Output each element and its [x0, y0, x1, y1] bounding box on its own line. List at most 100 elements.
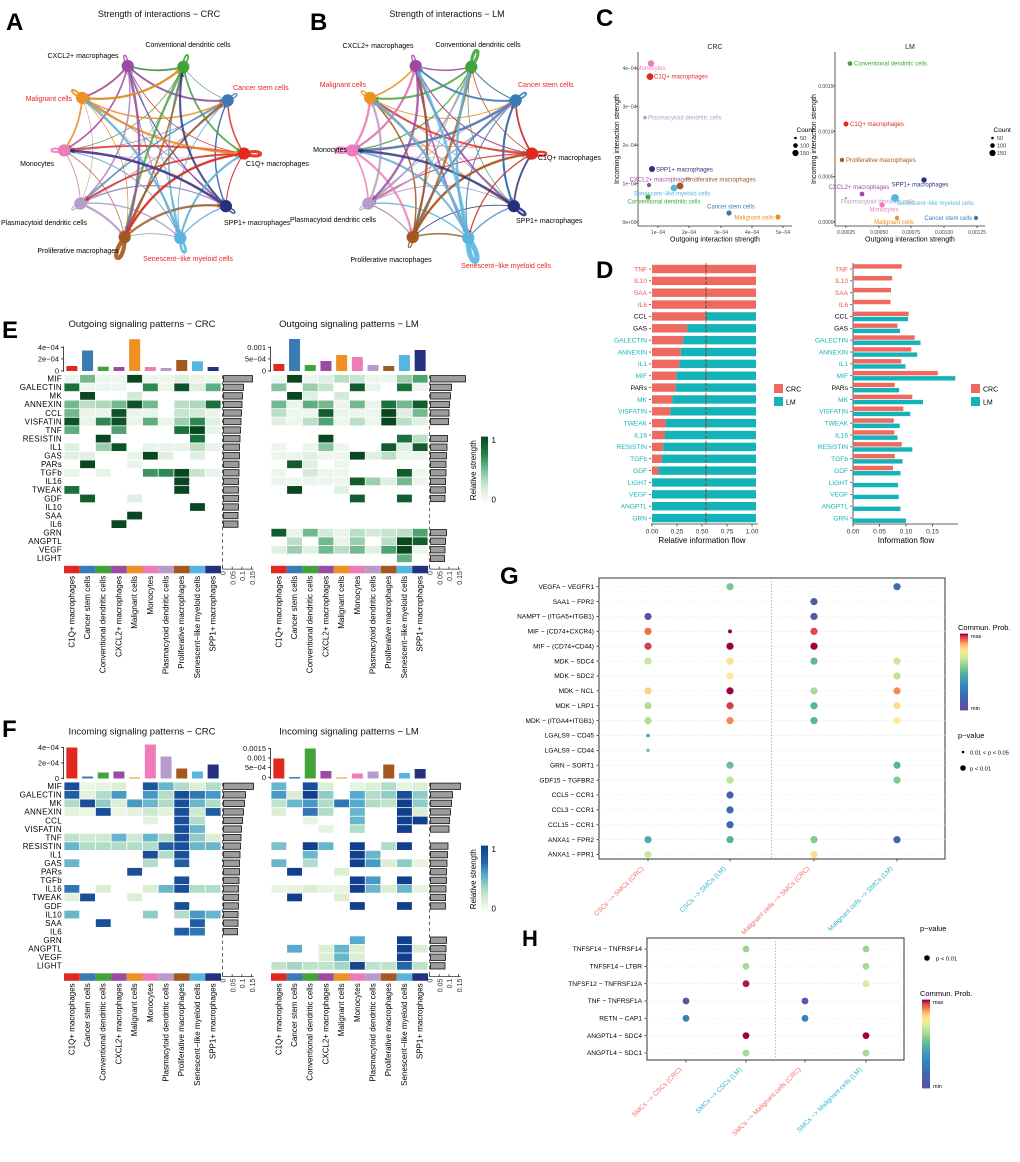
svg-text:Commun. Prob.: Commun. Prob. — [958, 623, 1011, 632]
svg-text:GDF: GDF — [834, 468, 848, 475]
svg-text:ANGPTL: ANGPTL — [822, 504, 849, 511]
svg-text:Malignant cells: Malignant cells — [320, 82, 367, 89]
svg-text:0.00075: 0.00075 — [902, 230, 920, 236]
svg-text:MK: MK — [49, 799, 62, 808]
svg-text:C: C — [596, 5, 613, 32]
svg-text:MK: MK — [838, 397, 848, 404]
svg-text:TWEAK: TWEAK — [624, 420, 648, 427]
svg-text:CXCL2+ macrophages: CXCL2+ macrophages — [47, 53, 119, 60]
svg-text:Outgoing signaling patterns −: Outgoing signaling patterns − CRC — [68, 319, 215, 330]
svg-text:Conventional dendritic cells: Conventional dendritic cells — [627, 200, 700, 206]
svg-text:GRN: GRN — [632, 515, 647, 522]
svg-text:VEGF: VEGF — [830, 492, 848, 499]
svg-text:150: 150 — [800, 151, 809, 157]
svg-text:Incoming interaction strength: Incoming interaction strength — [614, 94, 621, 184]
svg-text:IL16: IL16 — [45, 477, 62, 486]
svg-text:LIGHT: LIGHT — [628, 480, 647, 487]
svg-text:Relative strength: Relative strength — [469, 849, 478, 909]
svg-text:C1Q+ macrophages: C1Q+ macrophages — [274, 576, 283, 648]
svg-text:Monocytes: Monocytes — [353, 576, 362, 615]
svg-text:TNF: TNF — [634, 266, 647, 273]
svg-text:GDF: GDF — [44, 902, 62, 911]
svg-text:VEGF: VEGF — [39, 546, 62, 555]
svg-text:GDF: GDF — [44, 494, 62, 503]
svg-text:Plasmacytoid dendritic cells: Plasmacytoid dendritic cells — [369, 983, 378, 1081]
svg-text:TWEAK: TWEAK — [32, 893, 62, 902]
svg-text:Cancer stem cells: Cancer stem cells — [233, 85, 289, 92]
svg-text:IL16: IL16 — [45, 885, 62, 894]
svg-text:A: A — [6, 9, 23, 36]
svg-text:GAS: GAS — [44, 859, 62, 868]
svg-text:Count: Count — [797, 127, 815, 134]
svg-text:0.1: 0.1 — [447, 571, 454, 581]
svg-text:CRC: CRC — [983, 387, 998, 394]
svg-text:0.05: 0.05 — [437, 978, 444, 992]
svg-text:IL10: IL10 — [634, 278, 647, 285]
svg-text:GAS: GAS — [44, 452, 62, 461]
svg-text:CCL: CCL — [634, 314, 648, 321]
svg-text:ANGPTL4 − SDC4: ANGPTL4 − SDC4 — [587, 1033, 642, 1040]
svg-text:Conventional dendritic cells: Conventional dendritic cells — [435, 42, 521, 49]
svg-text:0.1: 0.1 — [447, 978, 454, 988]
svg-text:SAA1 − FPR2: SAA1 − FPR2 — [553, 599, 595, 606]
svg-text:GALECTIN: GALECTIN — [20, 791, 62, 800]
svg-text:PARs: PARs — [631, 385, 648, 392]
svg-text:5e−04: 5e−04 — [245, 763, 266, 772]
svg-text:1: 1 — [492, 845, 497, 854]
svg-text:0.05: 0.05 — [437, 571, 444, 585]
svg-text:4e−04: 4e−04 — [745, 230, 759, 236]
svg-text:IL16: IL16 — [835, 432, 848, 439]
svg-text:TGFb: TGFb — [40, 876, 62, 885]
svg-text:C1Q+ macrophages: C1Q+ macrophages — [246, 161, 309, 168]
svg-text:MDK − SDC4: MDK − SDC4 — [554, 658, 594, 665]
svg-text:IL1: IL1 — [50, 850, 62, 859]
svg-text:Outgoing interaction strength: Outgoing interaction strength — [670, 237, 760, 244]
svg-text:0.75: 0.75 — [721, 529, 734, 536]
svg-text:C1Q+ macrophages: C1Q+ macrophages — [654, 75, 708, 81]
svg-text:Plasmacytoid dendritic cells: Plasmacytoid dendritic cells — [648, 116, 722, 122]
svg-text:50: 50 — [800, 136, 806, 142]
svg-text:LM: LM — [786, 400, 796, 407]
svg-text:5e−04: 5e−04 — [776, 230, 790, 236]
svg-text:CCL15 − CCR1: CCL15 − CCR1 — [548, 822, 594, 829]
svg-text:RESISTIN: RESISTIN — [23, 842, 62, 851]
svg-text:Monocytes: Monocytes — [869, 208, 898, 214]
svg-text:Cancer stem cells: Cancer stem cells — [707, 205, 755, 211]
svg-text:0.00100: 0.00100 — [935, 230, 953, 236]
svg-text:SPP1+ macrophages: SPP1+ macrophages — [209, 983, 218, 1059]
svg-text:SPP1+ macrophages: SPP1+ macrophages — [416, 576, 425, 652]
svg-text:TNF: TNF — [46, 833, 62, 842]
svg-text:ANXA1 − FPR2: ANXA1 − FPR2 — [548, 837, 594, 844]
svg-text:4e−04: 4e−04 — [622, 66, 636, 72]
svg-text:0.0015: 0.0015 — [243, 744, 266, 753]
svg-text:TNFSF12 − TNFRSF12A: TNFSF12 − TNFRSF12A — [568, 981, 642, 988]
svg-text:0.10: 0.10 — [900, 529, 913, 536]
svg-text:CCL: CCL — [45, 816, 62, 825]
svg-text:2e−04: 2e−04 — [38, 759, 59, 768]
svg-text:0.15: 0.15 — [457, 978, 464, 992]
svg-text:0.00025: 0.00025 — [837, 230, 855, 236]
svg-text:ANNEXIN: ANNEXIN — [24, 808, 62, 817]
svg-text:4e−04: 4e−04 — [38, 343, 59, 352]
svg-text:IL6: IL6 — [50, 520, 62, 529]
svg-text:100: 100 — [997, 144, 1006, 150]
svg-text:Monocytes: Monocytes — [146, 983, 155, 1022]
svg-text:ANNEXIN: ANNEXIN — [819, 349, 849, 356]
svg-text:ANNEXIN: ANNEXIN — [618, 349, 648, 356]
svg-text:Proliferative macrophages: Proliferative macrophages — [846, 158, 916, 164]
svg-text:VISFATIN: VISFATIN — [819, 409, 848, 416]
svg-text:min: min — [971, 706, 980, 712]
svg-text:0: 0 — [428, 979, 435, 983]
svg-text:Malignant cells: Malignant cells — [337, 576, 346, 629]
svg-text:Count: Count — [994, 127, 1012, 134]
svg-text:RETN − CAP1: RETN − CAP1 — [599, 1016, 642, 1023]
svg-text:SPP1+ macrophages: SPP1+ macrophages — [209, 576, 218, 652]
svg-text:GDF: GDF — [633, 468, 647, 475]
svg-text:TNF: TNF — [46, 426, 62, 435]
svg-text:p−value: p−value — [920, 924, 946, 933]
svg-text:SPP1+ macrophages: SPP1+ macrophages — [892, 183, 949, 189]
svg-text:LGALS9 − CD45: LGALS9 − CD45 — [545, 733, 595, 740]
svg-text:1.00: 1.00 — [746, 529, 759, 536]
svg-text:IL6: IL6 — [638, 302, 647, 309]
svg-text:IL6: IL6 — [839, 302, 848, 309]
